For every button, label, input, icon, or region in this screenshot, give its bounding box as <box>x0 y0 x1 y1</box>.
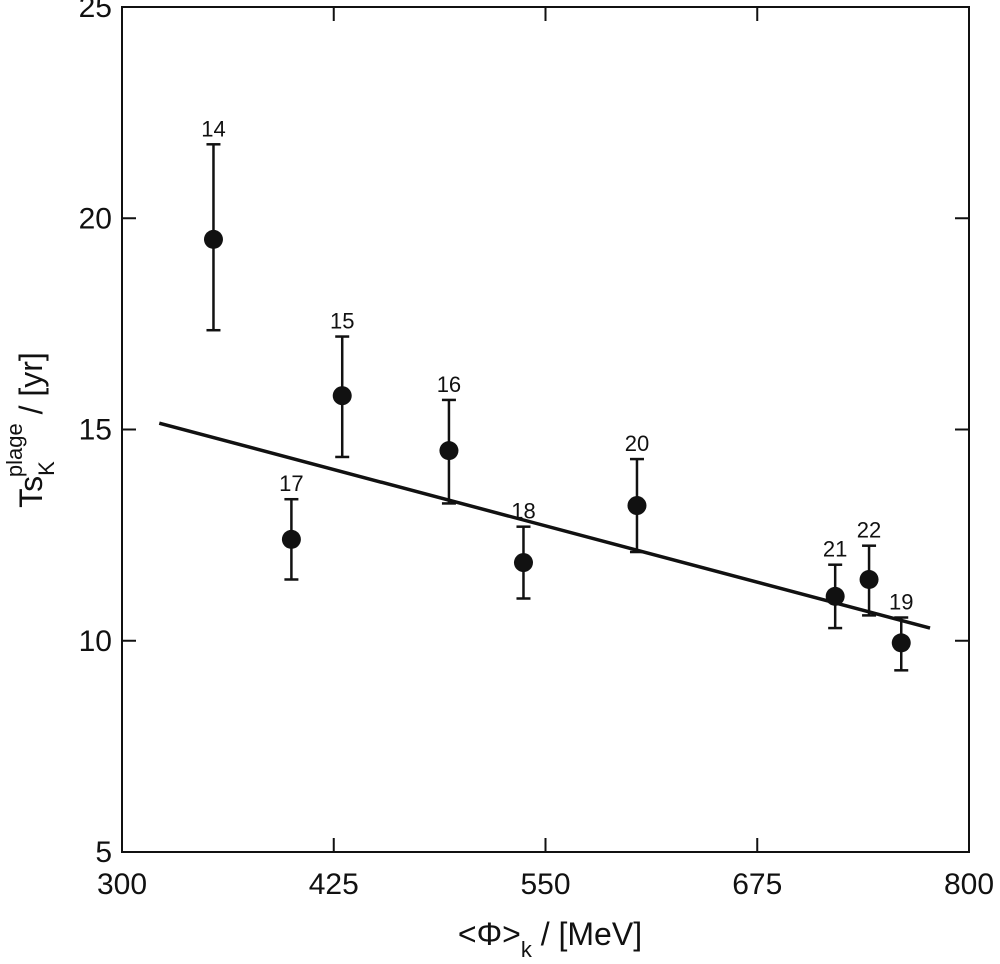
data-point-20: 20 <box>625 431 649 554</box>
point-label: 21 <box>823 537 847 562</box>
data-point-15: 15 <box>330 309 354 459</box>
x-axis-title: <Φ>k / [MeV] <box>458 916 642 962</box>
fit-line <box>158 421 931 630</box>
point-marker <box>891 633 911 653</box>
data-point-22: 22 <box>857 518 881 617</box>
x-tick-label: 300 <box>97 868 147 901</box>
data-point-14: 14 <box>201 116 226 332</box>
data-point-17: 17 <box>279 471 304 581</box>
data-point-21: 21 <box>823 537 847 630</box>
point-marker <box>513 553 533 573</box>
data-point-18: 18 <box>511 499 536 600</box>
axes: 300 425 550 675 800 5 10 15 20 25 <box>79 0 994 901</box>
point-label: 15 <box>330 309 354 334</box>
x-tick-label: 550 <box>520 868 570 901</box>
point-marker <box>332 386 352 406</box>
x-tick-label: 800 <box>944 868 994 901</box>
y-tick-label: 25 <box>79 0 112 24</box>
point-label: 20 <box>625 431 649 456</box>
y-tick-label: 10 <box>79 625 112 658</box>
point-marker <box>281 529 301 549</box>
fit-line-group <box>158 421 931 630</box>
plot-frame <box>121 6 970 853</box>
point-marker <box>859 569 879 589</box>
y-tick-label: 15 <box>79 414 112 447</box>
point-marker <box>439 441 459 461</box>
data-point-16: 16 <box>437 372 461 505</box>
y-tick-label: 5 <box>95 836 112 869</box>
point-marker <box>203 229 223 249</box>
x-tick-label: 675 <box>732 868 782 901</box>
point-label: 19 <box>889 590 913 615</box>
point-label: 18 <box>511 499 535 524</box>
points-group: 14 17 15 16 18 20 21 22 19 <box>201 116 913 672</box>
point-marker <box>627 496 647 516</box>
point-label: 22 <box>857 518 881 543</box>
point-label: 16 <box>437 372 461 397</box>
data-point-19: 19 <box>889 590 913 672</box>
y-tick-label: 20 <box>79 202 112 235</box>
point-marker <box>825 586 845 606</box>
point-label: 14 <box>201 116 225 141</box>
point-label: 17 <box>279 471 303 496</box>
x-tick-label: 425 <box>309 868 359 901</box>
y-axis-title: TsKplage / [yr] <box>2 352 59 508</box>
